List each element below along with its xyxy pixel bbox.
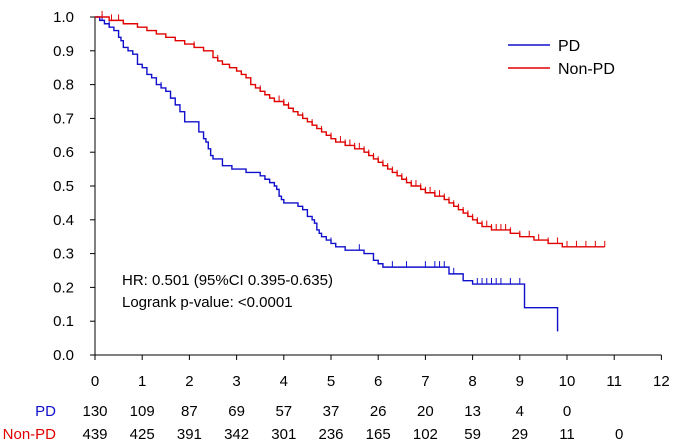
x-axis-ticks: 0 1 2 3 4 5 6 7 8 9 10 11 12 <box>91 355 670 390</box>
x-tick-label: 12 <box>653 373 670 390</box>
risk-count-pd: 87 <box>181 403 198 420</box>
risk-count-non-pd: 11 <box>559 426 575 442</box>
risk-count-non-pd: 236 <box>318 426 343 442</box>
risk-count-non-pd: 59 <box>464 426 481 442</box>
risk-count-pd: 37 <box>323 403 340 420</box>
y-tick-label: 0.6 <box>53 144 74 161</box>
x-tick-label: 6 <box>374 373 382 390</box>
risk-count-pd: 13 <box>464 403 481 420</box>
risk-count-pd: 4 <box>516 403 524 420</box>
risk-count-pd: 109 <box>130 403 155 420</box>
x-tick-label: 10 <box>559 373 576 390</box>
y-tick-label: 0.8 <box>53 77 74 94</box>
y-tick-label: 1.0 <box>53 9 74 26</box>
risk-row-label-pd: PD <box>35 403 56 420</box>
risk-count-pd: 26 <box>370 403 387 420</box>
risk-count-pd: 57 <box>275 403 292 420</box>
x-tick-label: 2 <box>185 373 193 390</box>
number-at-risk-table: PD 130 109 87 69 57 37 26 20 13 4 0 Non-PD 439 425 391 3… <box>3 403 624 442</box>
legend: PD Non-PD <box>508 38 615 78</box>
x-tick-label: 11 <box>606 373 622 390</box>
y-tick-label: 0.3 <box>53 246 74 263</box>
x-tick-label: 4 <box>280 373 288 390</box>
risk-count-pd: 69 <box>228 403 245 420</box>
risk-count-pd: 20 <box>417 403 434 420</box>
hazard-ratio-text: HR: 0.501 (95%CI 0.395-0.635) <box>122 272 333 289</box>
y-tick-label: 0.2 <box>53 279 74 296</box>
x-tick-label: 5 <box>327 373 335 390</box>
risk-count-non-pd: 301 <box>271 426 296 442</box>
risk-row-label-non-pd: Non-PD <box>3 426 57 442</box>
x-tick-label: 8 <box>468 373 476 390</box>
risk-count-non-pd: 29 <box>511 426 528 442</box>
risk-count-pd: 130 <box>82 403 107 420</box>
y-axis-ticks: 0.0 0.1 0.2 0.3 0.4 0.5 0.6 0.7 0.8 0.9 1.0 <box>53 9 95 364</box>
y-tick-label: 0.4 <box>53 212 74 229</box>
risk-count-non-pd: 439 <box>82 426 107 442</box>
y-tick-label: 0.1 <box>53 313 74 330</box>
y-tick-label: 0.7 <box>53 110 74 127</box>
survival-line-non-pd <box>95 16 605 248</box>
survival-curves <box>95 11 606 332</box>
risk-count-non-pd: 342 <box>224 426 249 442</box>
y-tick-label: 0.9 <box>53 43 74 60</box>
risk-count-non-pd: 102 <box>413 426 438 442</box>
risk-count-non-pd: 0 <box>615 426 623 442</box>
risk-count-non-pd: 391 <box>177 426 202 442</box>
risk-count-non-pd: 165 <box>366 426 391 442</box>
x-tick-label: 3 <box>232 373 240 390</box>
x-tick-label: 9 <box>516 373 524 390</box>
logrank-p-value-text: Logrank p-value: <0.0001 <box>122 294 293 311</box>
legend-label-non-pd: Non-PD <box>558 61 615 78</box>
x-tick-label: 1 <box>138 373 146 390</box>
y-tick-label: 0.0 <box>53 347 74 364</box>
risk-count-non-pd: 425 <box>130 426 155 442</box>
legend-label-pd: PD <box>558 38 580 55</box>
x-tick-label: 0 <box>91 373 99 390</box>
survival-line-pd <box>95 16 559 332</box>
risk-count-pd: 0 <box>563 403 571 420</box>
annotations: HR: 0.501 (95%CI 0.395-0.635) Logrank p-… <box>122 272 333 311</box>
x-tick-label: 7 <box>421 373 429 390</box>
y-tick-label: 0.5 <box>53 178 74 195</box>
